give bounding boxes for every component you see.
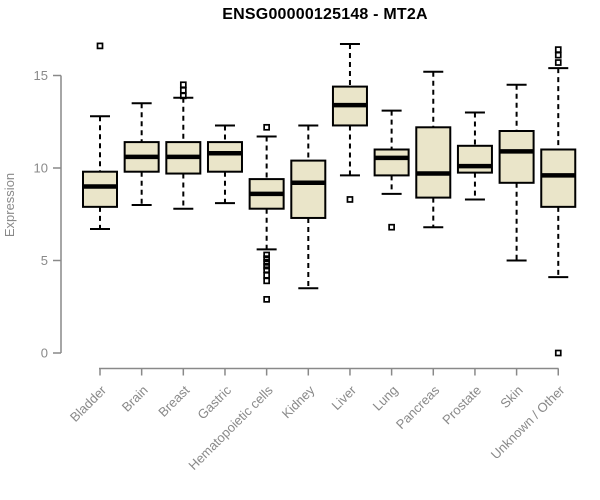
outlier-point (263, 271, 270, 279)
outlier-point (554, 59, 562, 66)
outlier-point (263, 255, 270, 262)
iqr-box (415, 126, 452, 199)
outlier-point (388, 223, 395, 231)
y-axis-title: Expression (2, 173, 17, 237)
iqr-box (456, 144, 493, 174)
outlier-point (554, 51, 562, 59)
box-prostate (456, 111, 493, 201)
outlier-point (346, 196, 354, 203)
y-axis: 0 5 10 15 Expression (2, 68, 62, 361)
outlier-point (179, 86, 187, 94)
box-lung (373, 109, 410, 231)
x-axis-tick-label: Unknown / Other (488, 382, 568, 462)
x-axis-tick-label: Brain (119, 383, 151, 415)
box-gastric (206, 124, 243, 205)
iqr-box (498, 130, 535, 184)
x-axis-tick-label: Prostate (439, 383, 484, 428)
iqr-box (540, 148, 577, 208)
outlier-point (96, 42, 104, 50)
box-bladder (82, 42, 118, 231)
box-skin (498, 83, 535, 262)
x-axis-tick-label: Kidney (279, 382, 318, 421)
box-breast (165, 81, 202, 210)
x-axis-tick-label: Liver (329, 382, 360, 413)
outlier-point (263, 262, 270, 270)
y-axis-tick-label: 15 (34, 68, 48, 83)
box-kidney (290, 124, 327, 290)
outlier-point (554, 349, 562, 357)
box-brain (123, 102, 160, 206)
x-axis-tick-label: Bladder (67, 382, 110, 425)
outlier-point (554, 46, 562, 53)
iqr-box (373, 148, 410, 177)
iqr-box (206, 141, 243, 173)
outlier-point (263, 277, 270, 285)
outlier-point (263, 251, 270, 259)
box-liver (331, 43, 368, 203)
box-hematopoietic-cells (248, 123, 285, 303)
outlier-point (263, 266, 270, 274)
y-axis-tick-label: 0 (41, 346, 48, 361)
box-pancreas (415, 70, 452, 229)
outlier-point (179, 81, 187, 89)
iqr-box (82, 170, 118, 208)
chart-title: ENSG00000125148 - MT2A (222, 6, 428, 23)
x-axis-tick-label: Skin (497, 383, 525, 411)
x-axis-tick-label: Gastric (194, 382, 234, 422)
iqr-box (290, 159, 327, 219)
box-unknown-other (540, 46, 577, 357)
outlier-point (263, 123, 270, 131)
x-axis-tick-label: Lung (370, 383, 401, 414)
y-axis-tick-label: 10 (34, 161, 48, 176)
outlier-point (263, 296, 270, 303)
x-axis-tick-label: Breast (155, 382, 192, 419)
y-axis-tick-label: 5 (41, 253, 48, 268)
x-axis-tick-label: Pancreas (393, 382, 443, 432)
outlier-point (263, 259, 270, 266)
outlier-point (179, 92, 187, 100)
